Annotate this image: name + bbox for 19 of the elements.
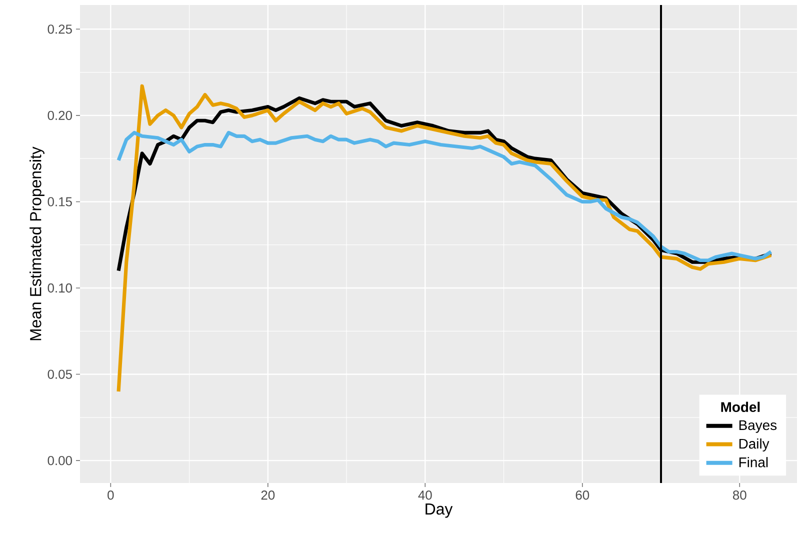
x-axis-title: Day [426, 504, 453, 518]
y-tick-label: 0.20 [48, 110, 72, 120]
legend-label: Bayes [739, 420, 777, 433]
legend-label: Final [739, 457, 768, 468]
line-series [116, 84, 773, 394]
legend-label: Daily [739, 438, 770, 452]
x-tick-label: 20 [261, 490, 275, 500]
y-tick-label: 0.05 [48, 370, 72, 379]
y-tick-label: 0.15 [48, 197, 72, 206]
y-tick-label: 0.10 [48, 283, 72, 293]
line-series [116, 130, 773, 262]
y-axis-title: Mean Estimated Propensity [30, 146, 44, 340]
legend-title: Model [721, 402, 760, 412]
y-tick-label: 0.25 [48, 24, 72, 34]
x-tick-label: 60 [576, 490, 590, 500]
x-tick-label: 80 [732, 490, 746, 500]
x-tick-label: 0 [108, 490, 114, 500]
x-tick-label: 40 [418, 490, 432, 500]
y-tick-label: 0.00 [48, 456, 72, 466]
